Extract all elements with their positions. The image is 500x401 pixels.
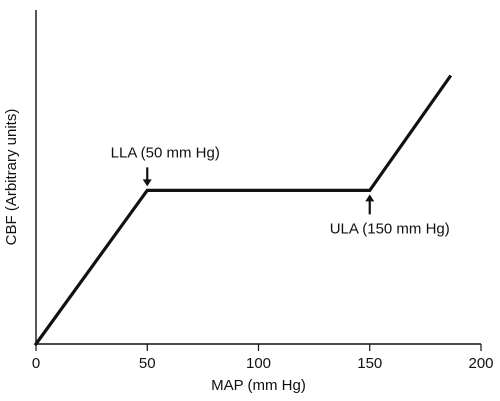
x-tick-label: 100 [246,355,271,372]
ula-label: ULA (150 mm Hg) [330,220,450,237]
series-layer [33,74,453,347]
x-tick-label: 200 [468,355,493,372]
plot-area: 0 50 100 150 200 LLA (50 mm Hg) ULA (150 mm H… [32,10,494,372]
lla-arrow-head [142,179,152,187]
lla-label: LLA (50 mm Hg) [111,144,220,161]
autoregulation-curve [33,74,453,347]
annotation-layer: LLA (50 mm Hg) ULA (150 mm Hg) [111,144,450,237]
x-axis-label: MAP (mm Hg) [211,377,306,394]
ula-arrow-head [365,194,375,202]
x-axis-ticks: 0 50 100 150 200 [32,344,494,372]
x-tick-label: 50 [139,355,156,372]
y-axis-label: CBF (Arbitrary units) [3,109,20,246]
x-tick-label: 150 [357,355,382,372]
x-tick-label: 0 [32,355,40,372]
